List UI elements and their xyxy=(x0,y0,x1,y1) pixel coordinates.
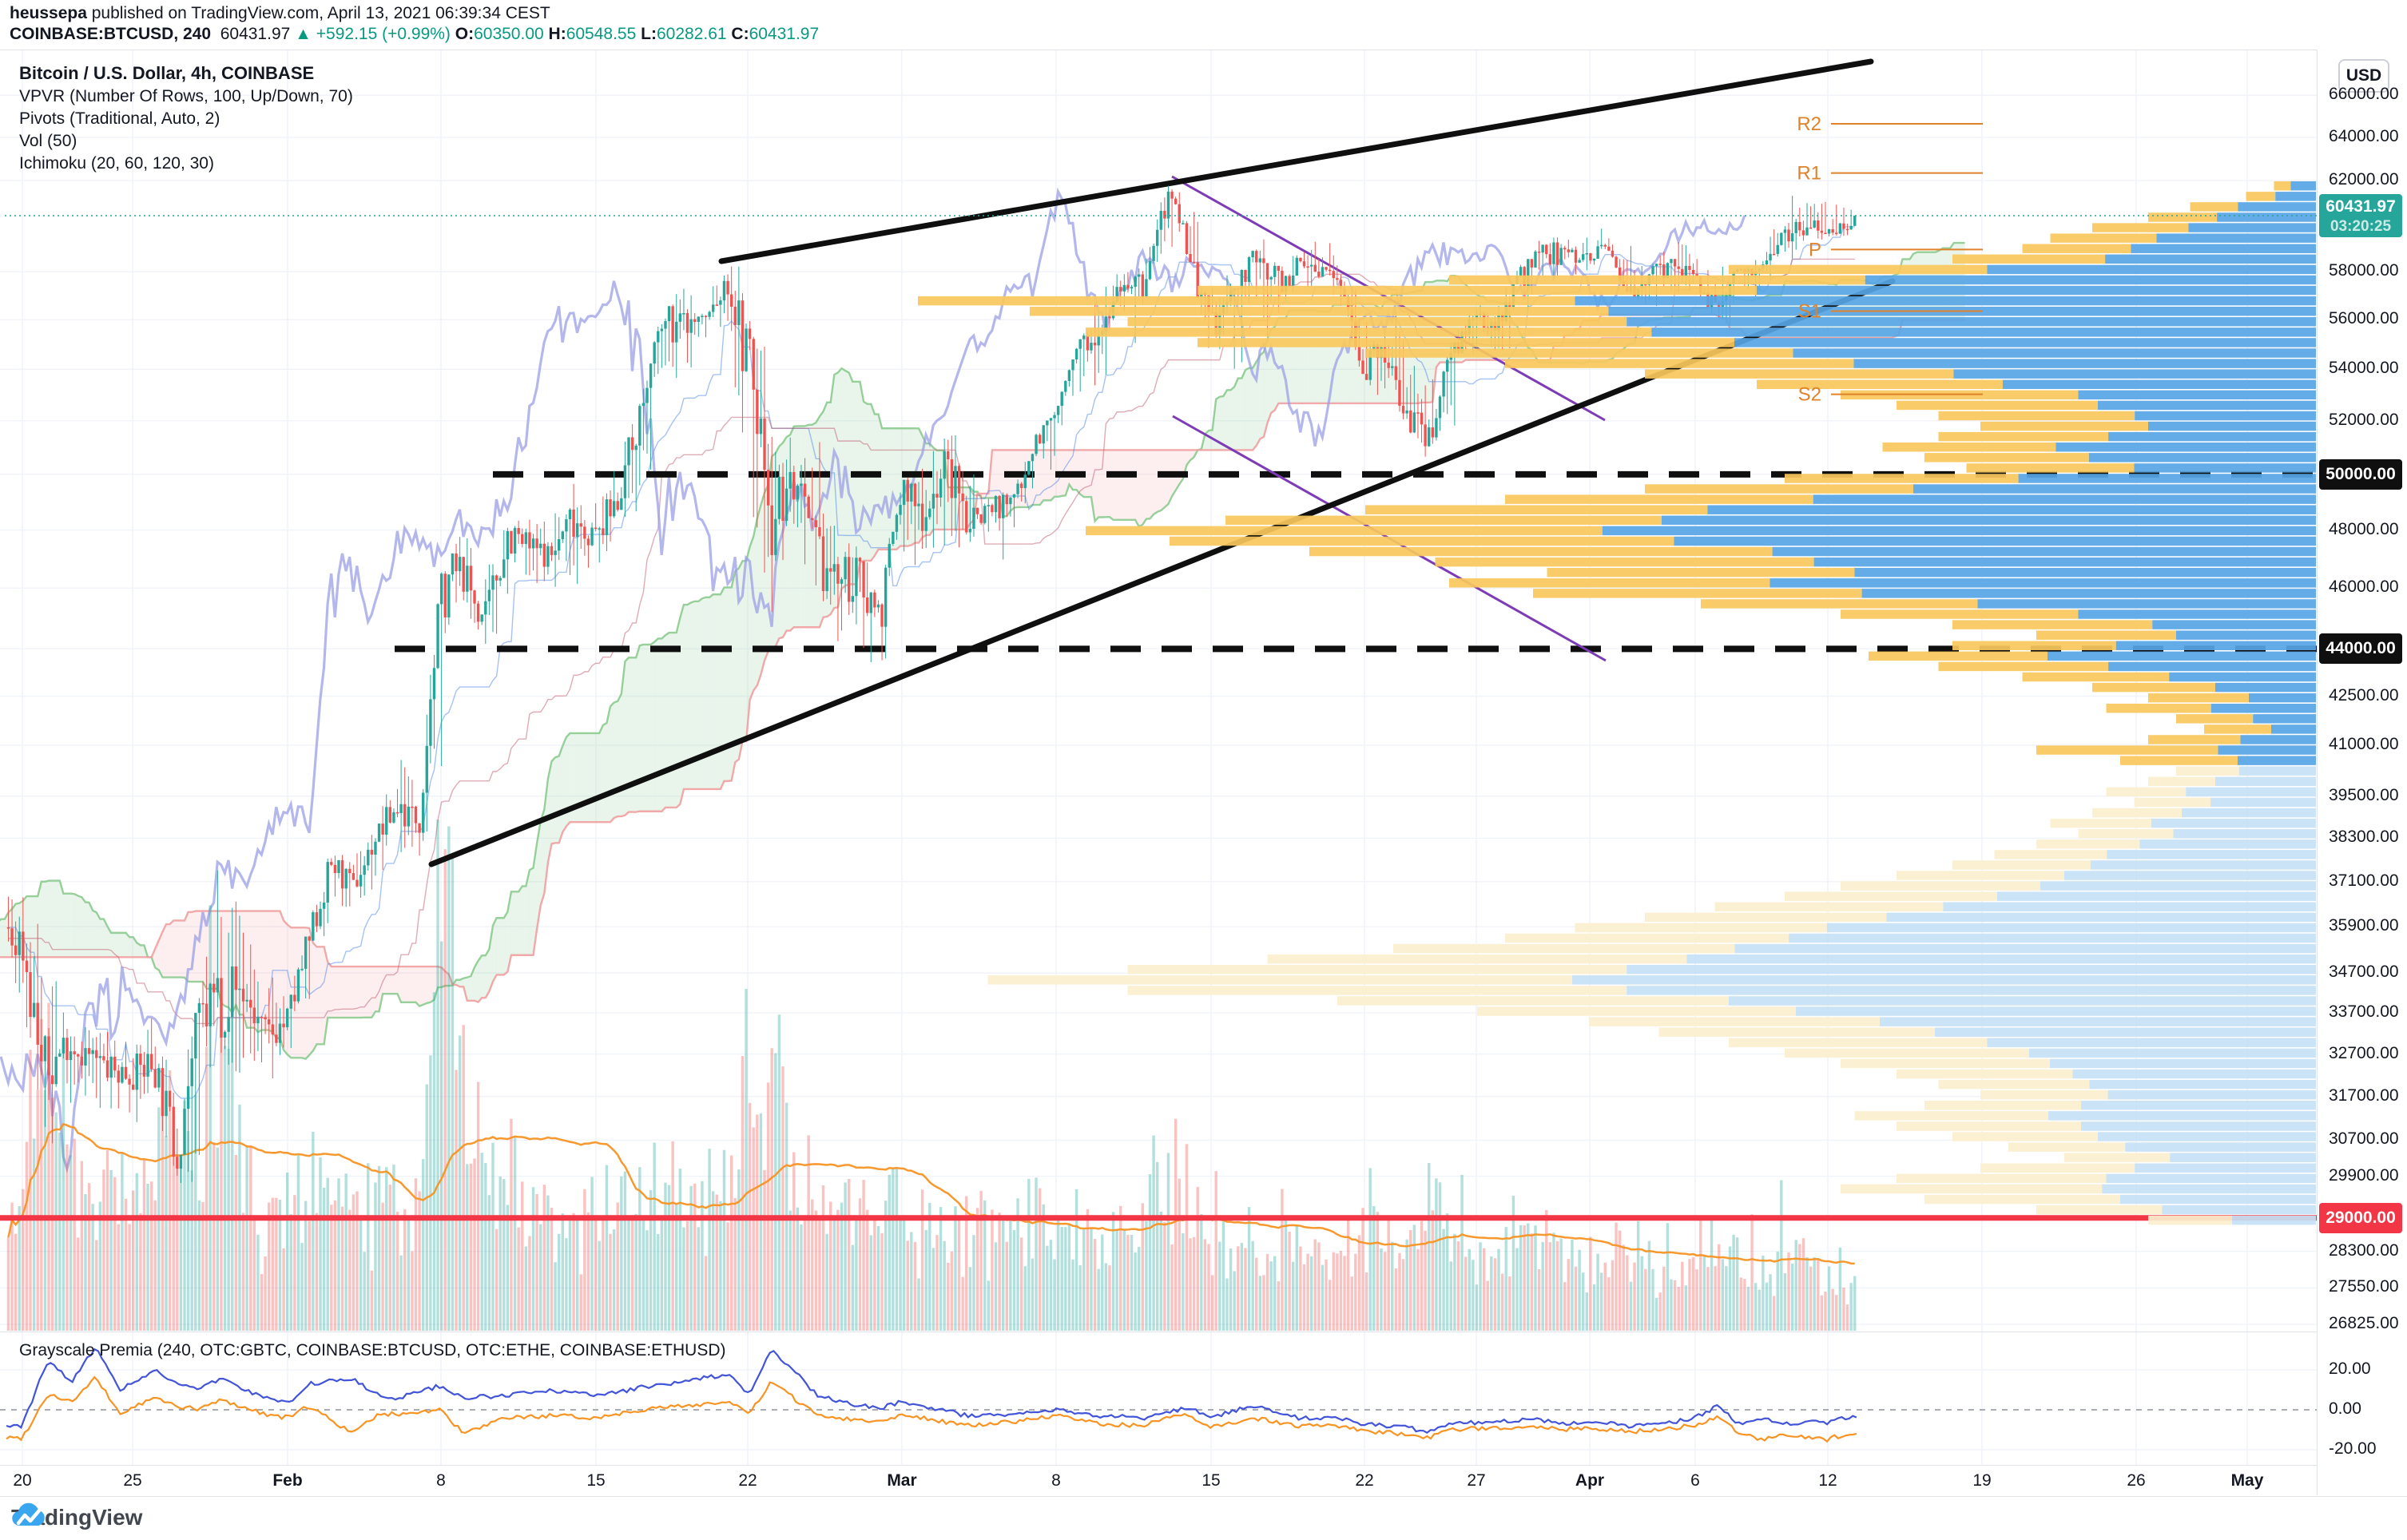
time-tick-19: 19 xyxy=(1972,1471,1992,1490)
main-price-pane[interactable]: R2 R1 P S1 S2 xyxy=(0,50,2317,1332)
legend-item-pivots[interactable]: Pivots (Traditional, Auto, 2) xyxy=(19,109,220,128)
tradingview-logo-icon xyxy=(12,1502,45,1526)
time-axis[interactable]: 20 25 Feb 8 15 22 Mar 8 15 22 27 Apr 6 12 19 26 May xyxy=(0,1465,2407,1497)
time-tick-22: 22 xyxy=(738,1471,757,1490)
main-legend: Bitcoin / U.S. Dollar, 4h, COINBASE VPVR… xyxy=(19,62,353,174)
price-tick-28300: 28300.00 xyxy=(2329,1240,2399,1260)
price-tick-52000: 52000.00 xyxy=(2329,410,2399,429)
price-tick-38300: 38300.00 xyxy=(2329,828,2399,847)
premia-tick-0: 0.00 xyxy=(2329,1399,2361,1418)
pivot-label-P: P xyxy=(1809,239,1821,260)
time-tick-26: 26 xyxy=(2127,1471,2146,1490)
tradingview-footer[interactable]: TradingView xyxy=(11,1502,142,1530)
price-tick-42500: 42500.00 xyxy=(2329,685,2399,705)
price-tick-58000: 58000.00 xyxy=(2329,261,2399,280)
symbol-interval: COINBASE:BTCUSD, 240 xyxy=(10,25,212,43)
pivot-label-R2: R2 xyxy=(1797,113,1821,135)
price-tick-33700: 33700.00 xyxy=(2329,1002,2399,1022)
last-price-badge: 60431.97 03:20:25 xyxy=(2319,194,2402,237)
price-tick-37100: 37100.00 xyxy=(2329,871,2399,890)
price-tick-64000: 64000.00 xyxy=(2329,126,2399,145)
time-tick-Apr: Apr xyxy=(1575,1471,1605,1490)
legend-item-vpvr[interactable]: VPVR (Number Of Rows, 100, Up/Down, 70) xyxy=(19,87,353,105)
legend-symbol-title[interactable]: Bitcoin / U.S. Dollar, 4h, COINBASE xyxy=(19,63,315,83)
byline: heussepa published on TradingView.com, A… xyxy=(10,3,550,24)
price-tick-62000: 62000.00 xyxy=(2329,170,2399,189)
time-tick-8: 8 xyxy=(436,1471,446,1490)
close-value: 60431.97 xyxy=(749,25,820,43)
low-value: 60282.61 xyxy=(656,25,727,43)
premia-tick-20: 20.00 xyxy=(2329,1359,2371,1378)
last-price: 60431.97 xyxy=(220,25,291,43)
legend-item-ichimoku[interactable]: Ichimoku (20, 60, 120, 30) xyxy=(19,154,214,173)
price-tick-48000: 48000.00 xyxy=(2329,519,2399,538)
price-tick-56000: 56000.00 xyxy=(2329,309,2399,328)
vpvr-profile xyxy=(918,181,2316,1225)
legend-item-vol[interactable]: Vol (50) xyxy=(19,132,77,150)
volume-ma-line xyxy=(7,1122,1855,1265)
legend-item-grayscale-premia[interactable]: Grayscale Premia (240, OTC:GBTC, COINBAS… xyxy=(19,1341,726,1359)
sub-grid-layer xyxy=(0,1332,2317,1465)
symbol-ohlc-row: COINBASE:BTCUSD, 240 60431.97 ▲ +592.15 … xyxy=(10,24,819,45)
bar-countdown: 03:20:25 xyxy=(2330,218,2392,235)
price-tick-41000: 41000.00 xyxy=(2329,735,2399,753)
close-label: C: xyxy=(731,25,749,43)
price-tick-26825: 26825.00 xyxy=(2329,1314,2399,1333)
byline-text: published on TradingView.com, April 13, … xyxy=(86,4,550,22)
high-value: 60548.55 xyxy=(566,25,637,43)
price-badge-50000: 50000.00 xyxy=(2319,458,2402,490)
time-tick-Feb: Feb xyxy=(272,1471,303,1490)
price-change: +592.15 (+0.99%) xyxy=(316,25,451,43)
time-tick-Mar: Mar xyxy=(887,1471,917,1490)
price-tick-54000: 54000.00 xyxy=(2329,359,2399,378)
pivot-levels: R2 R1 P S1 S2 xyxy=(1797,113,1983,406)
time-tick-22: 22 xyxy=(1355,1471,1374,1490)
time-tick-6: 6 xyxy=(1690,1471,1700,1490)
price-axis[interactable]: USD 66000.00 64000.00 62000.00 58000.00 5600… xyxy=(2317,50,2407,1495)
time-tick-25: 25 xyxy=(123,1471,142,1490)
open-label: O: xyxy=(455,25,475,43)
currency-toggle[interactable]: USD xyxy=(2338,59,2389,93)
high-label: H: xyxy=(548,25,566,43)
price-tick-27550: 27550.00 xyxy=(2329,1277,2399,1296)
sub-legend: Grayscale Premia (240, OTC:GBTC, COINBAS… xyxy=(19,1339,725,1361)
time-tick-May: May xyxy=(2230,1471,2264,1490)
price-tick-30700: 30700.00 xyxy=(2329,1129,2399,1149)
price-tick-34700: 34700.00 xyxy=(2329,963,2399,982)
grayscale-premia-pane[interactable] xyxy=(0,1332,2317,1465)
price-badge-29000: 29000.00 xyxy=(2319,1202,2402,1233)
pivot-label-S2: S2 xyxy=(1798,384,1821,406)
low-label: L: xyxy=(641,25,657,43)
chikou-lagging-span xyxy=(0,187,1746,1173)
time-tick-15: 15 xyxy=(586,1471,606,1490)
price-tick-35900: 35900.00 xyxy=(2329,916,2399,935)
price-tick-46000: 46000.00 xyxy=(2329,578,2399,597)
price-tick-32700: 32700.00 xyxy=(2329,1043,2399,1062)
price-badge-44000: 44000.00 xyxy=(2319,633,2402,665)
open-value: 60350.00 xyxy=(474,25,544,43)
author-name: heussepa xyxy=(10,4,87,22)
time-tick-20: 20 xyxy=(13,1471,32,1490)
price-tick-29900: 29900.00 xyxy=(2329,1165,2399,1185)
premia-eth-line xyxy=(6,1375,1857,1443)
price-tick-39500: 39500.00 xyxy=(2329,785,2399,804)
last-price-value: 60431.97 xyxy=(2326,197,2396,216)
time-tick-15: 15 xyxy=(1202,1471,1221,1490)
time-tick-8: 8 xyxy=(1051,1471,1061,1490)
time-tick-27: 27 xyxy=(1467,1471,1486,1490)
time-tick-12: 12 xyxy=(1818,1471,1837,1490)
trendline-1[interactable] xyxy=(718,58,1874,264)
pivot-label-R1: R1 xyxy=(1797,163,1821,185)
up-arrow-icon: ▲ xyxy=(295,25,312,43)
pivot-label-S1: S1 xyxy=(1798,301,1821,323)
price-tick-31700: 31700.00 xyxy=(2329,1086,2399,1105)
premia-tick--20: -20.00 xyxy=(2329,1439,2377,1458)
volume-bars xyxy=(6,820,1857,1331)
price-tick-66000: 66000.00 xyxy=(2329,85,2399,104)
premia-btc-line xyxy=(6,1348,1857,1435)
